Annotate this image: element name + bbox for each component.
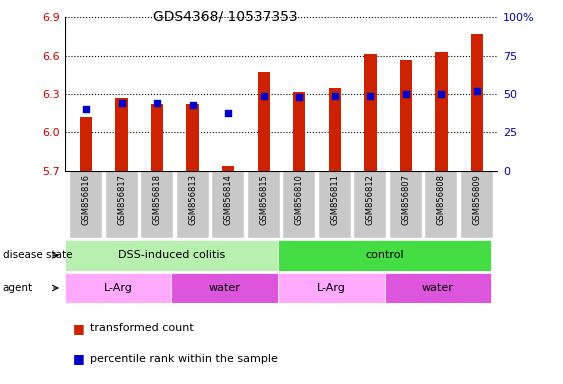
Bar <box>248 171 280 238</box>
Bar <box>141 171 173 238</box>
Bar <box>390 171 422 238</box>
Bar <box>426 171 457 238</box>
Text: ■: ■ <box>73 322 85 335</box>
Bar <box>278 240 491 271</box>
Bar <box>171 273 278 303</box>
Text: L-Arg: L-Arg <box>317 283 346 293</box>
Bar <box>65 240 278 271</box>
Text: agent: agent <box>3 283 33 293</box>
Point <box>366 93 375 99</box>
Text: L-Arg: L-Arg <box>104 283 132 293</box>
Point <box>259 93 268 99</box>
Text: water: water <box>209 283 240 293</box>
Text: GSM856810: GSM856810 <box>295 174 304 225</box>
Text: GSM856817: GSM856817 <box>117 174 126 225</box>
Text: percentile rank within the sample: percentile rank within the sample <box>90 354 278 364</box>
Text: GSM856809: GSM856809 <box>472 174 481 225</box>
Text: disease state: disease state <box>3 250 72 260</box>
Bar <box>471 34 483 171</box>
Point <box>295 94 304 100</box>
Text: GSM856814: GSM856814 <box>224 174 233 225</box>
Bar <box>115 98 128 171</box>
Bar <box>177 171 209 238</box>
Bar <box>461 171 493 238</box>
Point <box>224 109 233 116</box>
Bar <box>385 273 491 303</box>
Point <box>153 100 162 106</box>
Bar <box>80 117 92 171</box>
Bar <box>364 55 377 171</box>
Text: GSM856812: GSM856812 <box>366 174 375 225</box>
Text: GSM856816: GSM856816 <box>82 174 91 225</box>
Bar <box>293 91 306 171</box>
Point <box>401 91 410 97</box>
Text: GSM856815: GSM856815 <box>259 174 268 225</box>
Point <box>82 106 91 113</box>
Text: GSM856813: GSM856813 <box>188 174 197 225</box>
Point <box>472 88 481 94</box>
Bar <box>222 166 234 171</box>
Text: GSM856811: GSM856811 <box>330 174 339 225</box>
Text: GSM856818: GSM856818 <box>153 174 162 225</box>
Bar <box>70 171 102 238</box>
Bar <box>400 60 412 171</box>
Bar <box>319 171 351 238</box>
Bar <box>283 171 315 238</box>
Point <box>117 100 126 106</box>
Text: DSS-induced colitis: DSS-induced colitis <box>118 250 225 260</box>
Point <box>330 93 339 99</box>
Bar <box>151 104 163 171</box>
Bar <box>186 104 199 171</box>
Bar <box>65 273 171 303</box>
Bar <box>278 273 385 303</box>
Bar <box>257 72 270 171</box>
Text: GDS4368/ 10537353: GDS4368/ 10537353 <box>153 10 297 23</box>
Bar <box>329 88 341 171</box>
Bar <box>212 171 244 238</box>
Text: transformed count: transformed count <box>90 323 194 333</box>
Bar <box>435 52 448 171</box>
Text: ■: ■ <box>73 353 85 366</box>
Text: control: control <box>365 250 404 260</box>
Text: GSM856808: GSM856808 <box>437 174 446 225</box>
Text: GSM856807: GSM856807 <box>401 174 410 225</box>
Point <box>437 91 446 97</box>
Bar <box>106 171 137 238</box>
Point <box>188 102 197 108</box>
Text: water: water <box>422 283 454 293</box>
Bar <box>354 171 386 238</box>
